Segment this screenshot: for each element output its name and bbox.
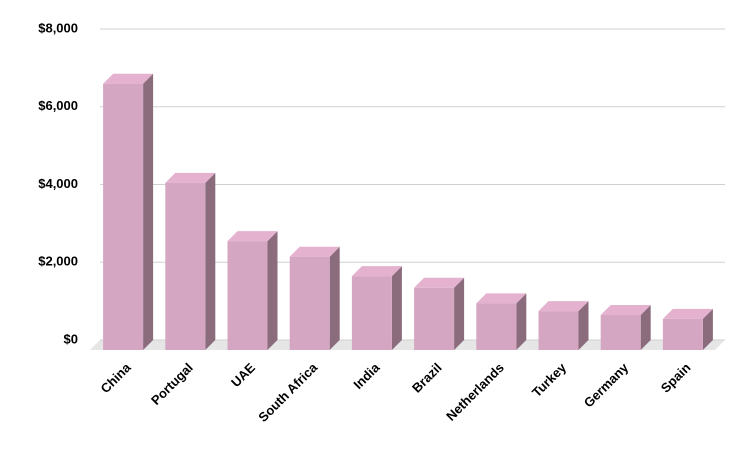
x-tick-label: India: [350, 359, 383, 392]
y-tick-label: $4,000: [38, 176, 78, 191]
bar-top: [414, 277, 465, 288]
bar-top: [662, 308, 713, 319]
y-tick-label: $6,000: [38, 98, 78, 113]
bar-top: [476, 293, 527, 304]
y-tick-label: $2,000: [38, 254, 78, 269]
x-tick-label: Netherlands: [443, 360, 507, 424]
bar-side: [205, 172, 216, 350]
bar-top: [600, 305, 651, 316]
x-tick-label: South Africa: [255, 359, 320, 424]
bar-side: [329, 246, 340, 350]
bar-top: [103, 73, 154, 84]
bar: [414, 287, 455, 350]
x-tick-label: Spain: [658, 360, 694, 396]
bar-side: [267, 231, 278, 350]
bar-side: [516, 293, 527, 350]
bar: [538, 311, 579, 350]
bar: [662, 318, 703, 350]
bar-top: [165, 172, 216, 183]
x-tick-label: Turkey: [529, 359, 570, 400]
bar-side: [702, 308, 713, 350]
bar-top: [289, 246, 340, 257]
bar-top: [351, 266, 402, 277]
x-tick-label: China: [98, 359, 135, 396]
y-tick-label: $8,000: [38, 20, 78, 35]
bar: [600, 315, 641, 350]
x-tick-label: Germany: [581, 359, 632, 410]
bar-side: [454, 277, 465, 350]
bar-top: [538, 301, 589, 312]
bar-side: [640, 305, 651, 350]
bar-top: [227, 231, 278, 242]
x-tick-label: Brazil: [409, 360, 445, 396]
x-tick-label: UAE: [228, 360, 258, 390]
bar: [476, 303, 517, 350]
bar: [103, 83, 144, 351]
x-tick-label: Portugal: [148, 360, 196, 408]
bar: [165, 182, 206, 350]
bar: [289, 256, 330, 350]
bar-side: [578, 301, 589, 350]
bar: [351, 276, 392, 350]
bar: [227, 241, 268, 350]
bar-side: [143, 73, 154, 351]
bar-side: [391, 266, 402, 350]
y-tick-label: $0: [64, 331, 78, 346]
